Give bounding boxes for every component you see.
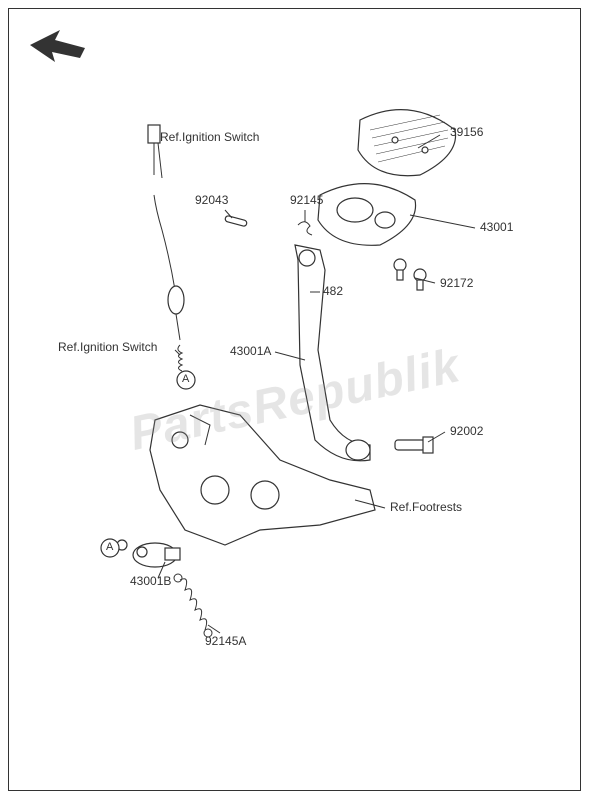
label-482: 482 — [323, 284, 343, 298]
spring-92145A — [174, 574, 212, 637]
label-92002: 92002 — [450, 424, 483, 438]
label-ref-ignition-1: Ref.Ignition Switch — [160, 130, 259, 144]
spring-92145 — [298, 222, 312, 235]
label-92043: 92043 — [195, 193, 228, 207]
label-ref-ignition-2: Ref.Ignition Switch — [58, 340, 157, 354]
ignition-connector — [148, 125, 184, 340]
label-43001: 43001 — [480, 220, 513, 234]
label-43001A: 43001A — [230, 344, 271, 358]
bracket-footrests — [150, 405, 375, 545]
label-ref-footrests: Ref.Footrests — [390, 500, 462, 514]
pedal-base-43001 — [318, 184, 416, 246]
pad-39156 — [358, 110, 456, 176]
label-43001B: 43001B — [130, 574, 171, 588]
screw-92172 — [394, 259, 426, 290]
label-A-2: A — [106, 541, 113, 553]
label-92145A: 92145A — [205, 634, 246, 648]
bolt-92002 — [395, 437, 433, 453]
label-92172: 92172 — [440, 276, 473, 290]
label-92145: 92145 — [290, 193, 323, 207]
label-A-1: A — [182, 373, 189, 385]
pedal-lever-43001A — [295, 245, 370, 461]
joint-43001B — [117, 540, 180, 567]
pin-92043 — [225, 215, 248, 226]
parts-diagram — [0, 0, 589, 799]
label-39156: 39156 — [450, 125, 483, 139]
